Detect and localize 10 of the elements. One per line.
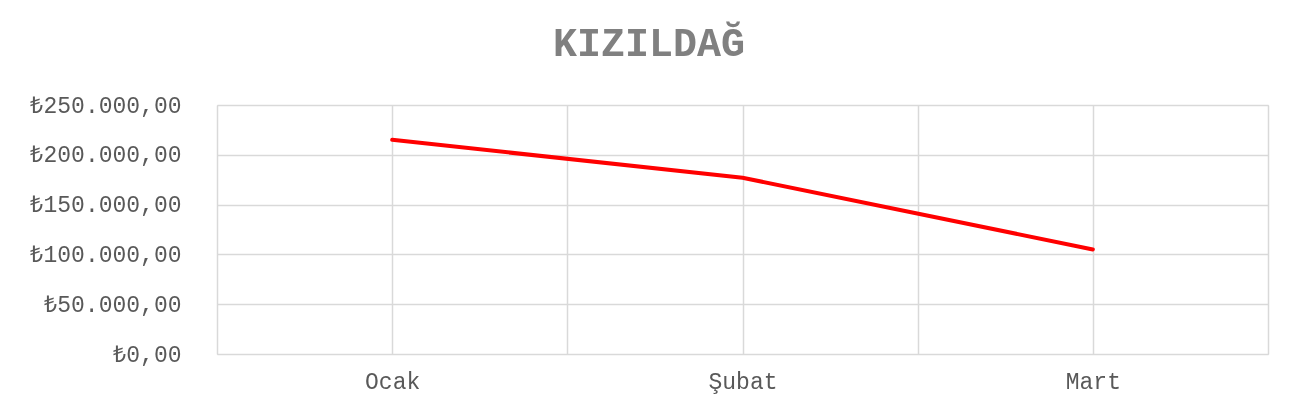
y-tick-label: ₺50.000,00 [44,292,182,319]
x-tick-label: Mart [1065,369,1121,396]
y-tick-label: ₺250.000,00 [30,93,182,120]
chart-title: KIZILDAĞ [552,21,745,68]
y-tick-label: ₺200.000,00 [30,143,182,170]
y-tick-label: ₺0,00 [113,342,182,369]
x-tick-label: Şubat [708,369,778,396]
y-tick-label: ₺100.000,00 [30,242,182,269]
y-tick-label: ₺150.000,00 [30,193,182,220]
x-tick-label: Ocak [365,369,421,396]
